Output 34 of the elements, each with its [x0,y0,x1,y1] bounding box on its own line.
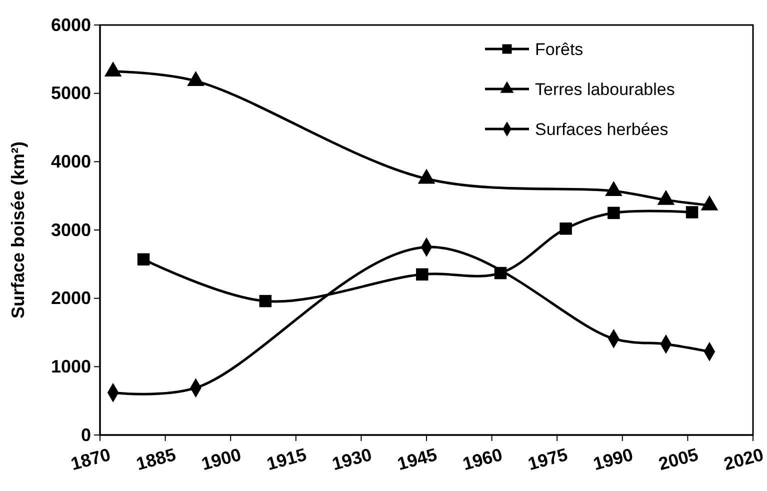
y-tick-label: 0 [80,424,91,445]
point [560,222,572,235]
y-tick-label: 1000 [50,356,91,376]
x-tick-label: 1870 [68,444,113,474]
x-tick-label: 1945 [395,444,440,474]
point [700,195,718,210]
point [686,206,698,218]
y-tick-label: 3000 [50,220,91,240]
y-axis-title: Surface boisée (km²) [8,141,28,319]
x-tick-label: 1885 [134,444,178,474]
x-tick-label: 1960 [460,444,504,474]
point [104,61,122,76]
x-tick-label: 1900 [199,444,244,474]
point [187,71,204,86]
point [418,168,436,184]
y-tick-label: 4000 [50,151,91,172]
point [259,294,272,308]
point [137,253,150,266]
x-tick-label: 1975 [526,444,570,474]
x-tick-label: 1915 [264,444,309,474]
x-tick-label: 1990 [591,444,636,474]
legend-label: Forêts [535,40,584,59]
y-tick-label: 5000 [50,83,91,104]
y-tick-label: 6000 [50,14,91,35]
x-tick-label: 2005 [656,444,700,474]
point [605,181,622,196]
legend-label: Surfaces herbées [535,120,668,139]
point [657,190,675,205]
legend-label: Terres labourables [535,80,675,99]
x-tick-label: 1930 [330,444,374,474]
point [416,268,428,281]
y-tick-label: 2000 [50,288,91,308]
x-tick-label: 2020 [722,444,766,474]
point [608,206,620,220]
